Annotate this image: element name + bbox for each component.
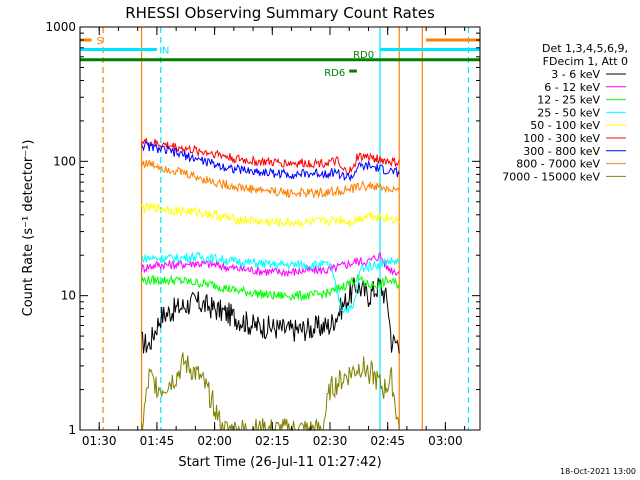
status-bar-label-rd0: RD0	[353, 50, 374, 61]
x-tick-label-0: 01:30	[82, 434, 117, 448]
legend-label-6: 300 - 800 keV	[523, 145, 600, 158]
legend-label-7: 800 - 7000 keV	[516, 158, 600, 171]
legend: Det 1,3,4,5,6,9,FDecim 1, Att 03 - 6 keV…	[502, 42, 628, 183]
x-tick-label-5: 02:45	[370, 434, 405, 448]
status-bar-label-n: N	[162, 45, 169, 56]
series-line-6	[141, 141, 400, 183]
legend-label-1: 6 - 12 keV	[544, 81, 600, 94]
status-bar-label-rd6: RD6	[324, 68, 345, 79]
series-line-5	[141, 138, 400, 176]
legend-label-4: 50 - 100 keV	[530, 119, 600, 132]
legend-label-5: 100 - 300 keV	[523, 132, 600, 145]
legend-header-1: FDecim 1, Att 0	[543, 55, 628, 68]
legend-label-0: 3 - 6 keV	[551, 68, 600, 81]
x-tick-label-3: 02:15	[255, 434, 290, 448]
y-tick-label-1: 10	[61, 289, 76, 303]
series-line-1	[141, 251, 400, 278]
plot-frame	[79, 26, 481, 431]
series-line-2	[141, 274, 400, 302]
footer-date: 18-Oct-2021 13:00	[560, 467, 636, 476]
series-line-8	[141, 352, 400, 432]
legend-label-3: 25 - 50 keV	[537, 106, 600, 119]
status-bar-label-s: S	[97, 36, 103, 47]
x-tick-label-1: 01:45	[140, 434, 175, 448]
legend-label-2: 12 - 25 keV	[537, 94, 600, 107]
x-tick-label-6: 03:00	[428, 434, 463, 448]
chart-title: RHESSI Observing Summary Count Rates	[125, 4, 435, 22]
status-bars: S N RD0 RD6	[80, 36, 480, 79]
legend-header-0: Det 1,3,4,5,6,9,	[542, 42, 628, 55]
y-tick-label-3: 1000	[45, 20, 76, 34]
vertical-markers	[79, 27, 470, 430]
legend-label-8: 7000 - 15000 keV	[502, 170, 600, 183]
series-lines	[141, 138, 400, 432]
x-axis-label: Start Time (26-Jul-11 01:27:42)	[178, 455, 381, 470]
y-tick-label-2: 100	[53, 154, 76, 168]
series-line-3	[141, 251, 400, 314]
y-tick-label-0: 1	[68, 423, 76, 437]
x-tick-label-4: 02:30	[313, 434, 348, 448]
axes: 01:30 01:45 02:00 02:15 02:30 02:45 03:00 1 10 10…	[45, 20, 480, 448]
series-line-7	[141, 159, 400, 199]
x-tick-label-2: 02:00	[197, 434, 232, 448]
y-axis-label: Count Rate (s⁻¹ detector⁻¹)	[21, 140, 36, 317]
series-line-4	[141, 202, 400, 229]
series-line-0	[141, 277, 400, 354]
